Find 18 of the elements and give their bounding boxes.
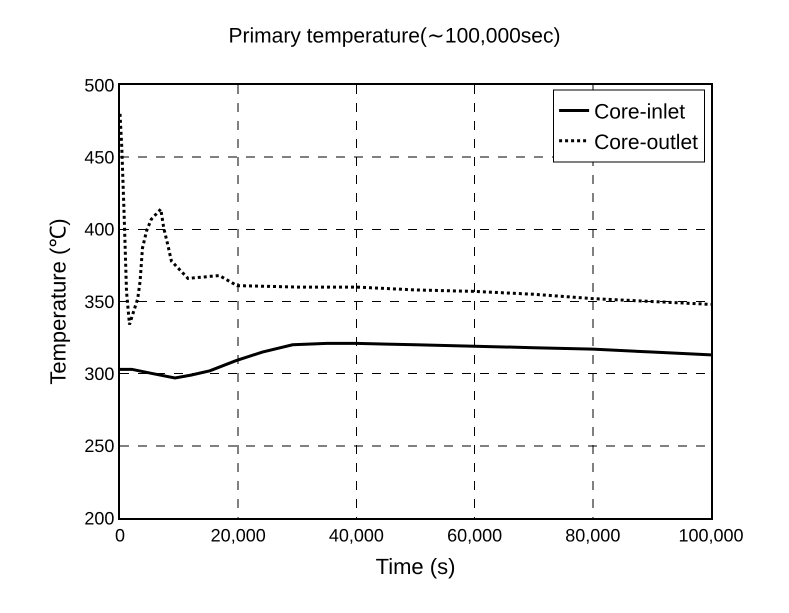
legend-label: Core-outlet	[594, 130, 698, 154]
chart-title: Primary temperature(∼100,000sec)	[228, 24, 560, 48]
x-tick-label: 40,000	[328, 526, 384, 546]
y-tick-label: 200	[84, 508, 114, 528]
y-tick-label: 450	[84, 147, 114, 168]
y-tick-label: 400	[84, 220, 114, 240]
y-tick-label: 250	[84, 436, 114, 456]
x-tick-label: 80,000	[565, 526, 620, 546]
x-axis-title: Time (s)	[376, 554, 456, 579]
y-axis-title: Temperature (℃)	[46, 218, 71, 385]
x-tick-label: 20,000	[210, 526, 266, 546]
x-tick-label: 60,000	[447, 526, 502, 546]
legend-label: Core-inlet	[594, 100, 686, 124]
x-tick-label: 100,000	[678, 526, 744, 546]
y-tick-label: 500	[84, 75, 114, 96]
x-tick-label: 0	[114, 526, 126, 546]
y-tick-label: 300	[84, 364, 114, 384]
y-tick-label: 350	[84, 292, 114, 312]
